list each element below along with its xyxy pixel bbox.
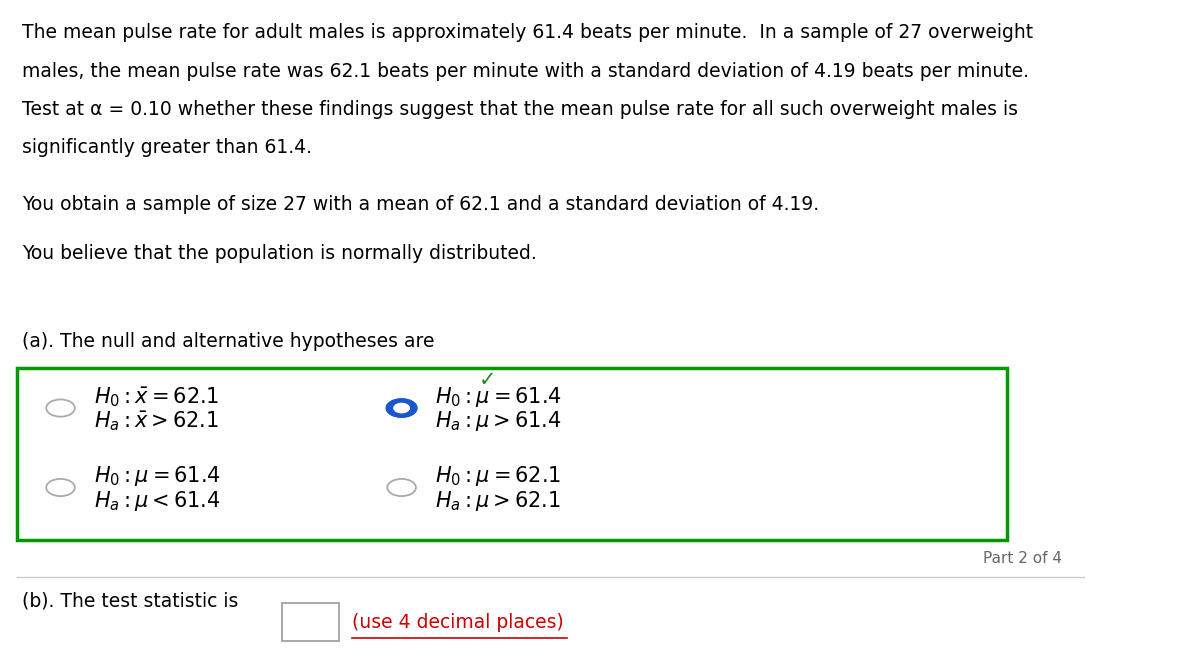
Circle shape: [394, 403, 409, 412]
Text: $H_a : \bar{x} > 62.1$: $H_a : \bar{x} > 62.1$: [94, 409, 218, 433]
Text: Test at α = 0.10 whether these findings suggest that the mean pulse rate for all: Test at α = 0.10 whether these findings …: [22, 100, 1018, 119]
Text: $H_0 : \bar{x} = 62.1$: $H_0 : \bar{x} = 62.1$: [94, 385, 218, 408]
Text: (a). The null and alternative hypotheses are: (a). The null and alternative hypotheses…: [22, 332, 434, 351]
Text: ✓: ✓: [479, 369, 496, 390]
Text: The mean pulse rate for adult males is approximately 61.4 beats per minute.  In : The mean pulse rate for adult males is a…: [22, 23, 1033, 42]
FancyBboxPatch shape: [17, 368, 1007, 540]
FancyBboxPatch shape: [282, 603, 338, 641]
Text: $H_0 : \mu = 61.4$: $H_0 : \mu = 61.4$: [434, 385, 562, 409]
Text: $H_0 : \mu = 62.1$: $H_0 : \mu = 62.1$: [434, 464, 560, 489]
Text: $H_a : \mu > 61.4$: $H_a : \mu > 61.4$: [434, 409, 562, 434]
Text: $H_0 : \mu = 61.4$: $H_0 : \mu = 61.4$: [94, 464, 221, 489]
Circle shape: [386, 399, 418, 417]
Text: You believe that the population is normally distributed.: You believe that the population is norma…: [22, 244, 536, 263]
Text: (use 4 decimal places): (use 4 decimal places): [352, 613, 564, 632]
Text: (b). The test statistic is: (b). The test statistic is: [22, 592, 239, 611]
Text: males, the mean pulse rate was 62.1 beats per minute with a standard deviation o: males, the mean pulse rate was 62.1 beat…: [22, 62, 1030, 81]
Text: Part 2 of 4: Part 2 of 4: [983, 551, 1062, 566]
Text: You obtain a sample of size 27 with a mean of 62.1 and a standard deviation of 4: You obtain a sample of size 27 with a me…: [22, 195, 820, 214]
Text: $H_a : \mu < 61.4$: $H_a : \mu < 61.4$: [94, 489, 220, 513]
Text: $H_a : \mu > 62.1$: $H_a : \mu > 62.1$: [434, 489, 560, 513]
Text: significantly greater than 61.4.: significantly greater than 61.4.: [22, 138, 312, 158]
